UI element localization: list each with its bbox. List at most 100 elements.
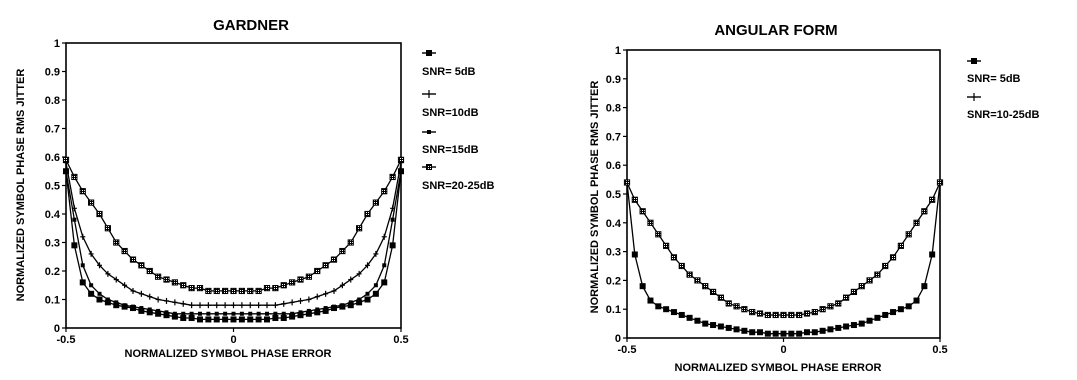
- gardner-series-4-point: [272, 285, 279, 292]
- gardner-series-2-point: [281, 300, 287, 307]
- gardner-series-3-point: [223, 311, 228, 316]
- angular-form-chart: ANGULAR FORM NORMALIZED SYMBOL PHASE RMS…: [589, 22, 1040, 374]
- angular-form-series-2-point: [788, 311, 795, 319]
- gardner-y-tick-label: 0.4: [45, 209, 61, 221]
- gardner-series-4-point: [289, 279, 296, 286]
- gardner-series-2-point: [205, 302, 211, 309]
- gardner-series-3-point: [122, 303, 127, 308]
- gardner-series-4-point: [230, 287, 237, 295]
- gardner-series-3-point: [365, 291, 370, 296]
- angular-form-series-1-point: [710, 322, 717, 329]
- angular-form-series-1-point: [788, 330, 795, 337]
- angular-form-series-2-point: [663, 242, 670, 249]
- gardner-series-4-point: [88, 199, 95, 206]
- angular-form-x-tick-label: -0.5: [618, 344, 637, 356]
- gardner-y-axis-label: NORMALIZED SYMBOL PHASE RMS JITTER: [15, 69, 27, 302]
- angular-form-series-1-point: [929, 251, 936, 258]
- gardner-series-2-point: [264, 302, 270, 309]
- angular-form-series-line-2: [626, 182, 941, 316]
- gardner-series-4-point: [297, 276, 304, 283]
- gardner-series-2-point: [189, 302, 195, 309]
- gardner-series-3-point: [323, 306, 328, 311]
- angular-form-series-1-point: [858, 320, 865, 327]
- gardner-legend-item-snr-20-25db: SNR=20-25dB: [422, 164, 495, 192]
- angular-form-series-2-point: [843, 294, 850, 301]
- gardner-series-4-point: [314, 267, 321, 275]
- gardner-series-1-point: [322, 307, 329, 314]
- gardner-series-1-point: [88, 290, 95, 297]
- angular-form-series-1-point: [741, 327, 748, 334]
- gardner-series-1-point: [213, 316, 220, 323]
- gardner-series-2-point: [113, 276, 119, 283]
- gardner-series-2-point: [381, 233, 387, 240]
- gardner-series-1-point: [79, 279, 86, 286]
- angular-form-series-2-point: [631, 196, 638, 203]
- gardner-series-4-point: [138, 262, 145, 269]
- legend-open-square-marker: [426, 164, 432, 170]
- angular-form-series-2-point: [866, 277, 873, 284]
- gardner-series-3-point: [147, 307, 152, 312]
- gardner-plot-frame: [65, 42, 402, 329]
- gardner-series-2-point: [180, 300, 186, 307]
- gardner-series-3-point: [348, 300, 353, 305]
- angular-form-series-1-point: [780, 330, 787, 337]
- legend-filled-square-marker: [426, 50, 432, 56]
- angular-form-series: [623, 179, 944, 337]
- gardner-series-3-point: [399, 169, 403, 174]
- angular-form-series-2-point: [780, 311, 787, 319]
- angular-form-y-tick-label: 0.9: [606, 74, 621, 86]
- gardner-series-2-point: [147, 293, 153, 300]
- angular-form-series-2-point: [647, 219, 654, 226]
- angular-form-y-axis-label: NORMALIZED SYMBOL PHASE RMS JITTER: [589, 81, 601, 314]
- gardner-series-3-point: [315, 307, 320, 312]
- gardner-series-4-point: [213, 287, 220, 295]
- angular-form-series-2-point: [741, 306, 748, 313]
- gardner-series-1-point: [197, 316, 203, 323]
- angular-form-y-tick-label: 0.3: [606, 247, 621, 259]
- angular-form-series-1-point: [921, 283, 928, 290]
- angular-form-legend: SNR= 5dB SNR=10-25dB: [967, 58, 1040, 121]
- angular-form-series-1-point: [694, 317, 701, 324]
- gardner-series-2-point: [373, 250, 379, 257]
- angular-form-series-1-point: [647, 297, 654, 304]
- gardner-series-1-point: [222, 316, 229, 323]
- gardner-y-tick-label: 0.1: [45, 295, 60, 307]
- angular-form-series-1-point: [757, 329, 764, 336]
- gardner-series-3-point: [357, 297, 362, 302]
- gardner-series-4-point: [255, 287, 262, 295]
- gardner-chart: GARDNER NORMALIZED SYMBOL PHASE RMS JITT…: [15, 17, 495, 360]
- gardner-series-1-point: [289, 313, 296, 320]
- angular-form-series-2-point: [929, 196, 936, 203]
- gardner-series-4-point: [263, 285, 271, 292]
- angular-form-x-ticks: -0.5 0 0.5: [618, 338, 948, 356]
- angular-form-series-2-point: [717, 294, 724, 301]
- gardner-series-2-point: [214, 302, 220, 309]
- gardner-legend-item-snr-10db: SNR=10dB: [422, 90, 479, 119]
- gardner-x-tick-label: 0.5: [393, 334, 408, 346]
- gardner-series-1-point: [230, 316, 237, 323]
- angular-form-series-2-point: [850, 288, 858, 296]
- angular-form-series-1-point: [631, 251, 638, 258]
- gardner-series-3-point: [131, 304, 135, 309]
- gardner-x-tick-label: 0: [230, 334, 236, 346]
- gardner-x-axis-label: NORMALIZED SYMBOL PHASE ERROR: [125, 348, 332, 360]
- angular-form-series-2-point: [702, 283, 709, 290]
- gardner-series-2-point: [339, 282, 345, 289]
- angular-form-y-tick-label: 0.1: [606, 304, 621, 316]
- gardner-series-2-point: [172, 299, 178, 306]
- gardner-series-2-point: [239, 302, 245, 309]
- angular-form-series-2-point: [874, 271, 881, 278]
- gardner-series-4-point: [71, 173, 78, 181]
- gardner-series-4-point: [364, 210, 371, 218]
- gardner-y-tick-label: 0.3: [45, 238, 60, 250]
- angular-form-series-1-point: [749, 329, 756, 336]
- gardner-series-4-point: [205, 287, 212, 295]
- angular-form-series-1-point: [866, 317, 873, 324]
- gardner-series-3-point: [172, 311, 177, 316]
- gardner-series-3-point: [80, 263, 85, 268]
- angular-form-series-2-point: [764, 311, 771, 319]
- gardner-series-2-point: [272, 302, 278, 309]
- gardner-series-3-point: [89, 283, 94, 288]
- gardner-x-tick-label: -0.5: [57, 334, 76, 346]
- gardner-series-4-point: [330, 256, 338, 263]
